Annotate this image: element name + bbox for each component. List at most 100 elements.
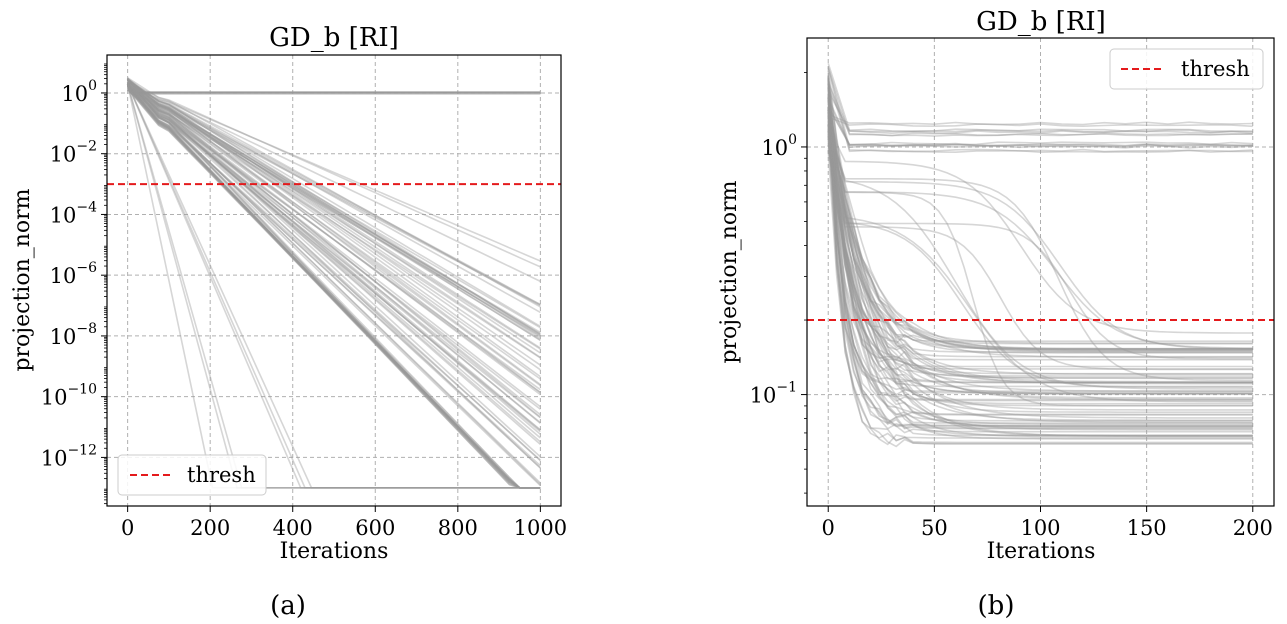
run-line	[127, 86, 541, 359]
run-line	[827, 120, 1253, 427]
run-line	[827, 76, 1253, 361]
y-tick-label: 10−2	[50, 139, 97, 167]
run-line	[126, 81, 541, 94]
run-line	[827, 83, 1253, 134]
series-group-a	[126, 77, 541, 489]
run-line	[827, 86, 1253, 413]
run-line	[827, 139, 1253, 431]
run-line	[127, 86, 541, 469]
run-line	[827, 75, 1253, 384]
run-line	[827, 106, 1253, 411]
run-line	[827, 69, 1253, 154]
run-line	[827, 151, 1253, 448]
y-tick-label: 100	[761, 132, 797, 160]
run-line	[827, 109, 1253, 334]
run-line	[126, 82, 541, 94]
run-line	[126, 83, 541, 489]
run-line	[127, 81, 541, 486]
run-line	[827, 104, 1253, 351]
run-line	[127, 84, 541, 350]
run-line	[827, 98, 1253, 425]
y-axis-label-b: projection_norm	[717, 180, 742, 363]
run-line	[827, 130, 1253, 417]
grid-b	[807, 38, 1274, 506]
run-line	[127, 86, 541, 394]
run-line	[827, 109, 1253, 389]
x-ticks-a: 0 200 400 600 800 1000	[121, 506, 567, 540]
run-line	[127, 85, 541, 307]
run-line	[127, 79, 541, 386]
run-line	[126, 84, 541, 489]
run-line	[127, 78, 541, 418]
run-line	[827, 96, 1253, 401]
run-line	[827, 76, 1253, 416]
run-line	[827, 99, 1253, 437]
run-line	[126, 87, 541, 489]
run-line	[827, 66, 1253, 149]
run-line	[126, 79, 541, 94]
run-line	[126, 83, 541, 489]
run-line	[827, 83, 1253, 445]
y-tick-label: 10−10	[41, 382, 97, 410]
run-line	[827, 134, 1253, 425]
run-line	[127, 89, 541, 419]
legend-label-a: thresh	[187, 463, 256, 487]
run-line	[126, 82, 541, 93]
run-line	[127, 83, 541, 306]
run-line	[827, 98, 1253, 440]
run-line	[827, 107, 1253, 388]
run-line	[126, 86, 541, 489]
x-axis-label-b: Iterations	[987, 539, 1096, 564]
run-line	[827, 149, 1253, 395]
legend-a: thresh	[117, 454, 267, 496]
run-line	[827, 116, 1253, 405]
run-line	[827, 77, 1253, 384]
run-line	[127, 82, 541, 446]
run-line	[127, 77, 541, 378]
y-tick-label: 10−8	[50, 321, 97, 349]
run-line	[827, 84, 1253, 430]
run-line	[127, 80, 541, 306]
run-line	[126, 85, 541, 489]
run-line	[827, 97, 1253, 358]
x-ticks-b: 0 50 100 150 200	[822, 506, 1273, 540]
run-line	[827, 118, 1253, 380]
run-line	[126, 81, 541, 94]
x-tick-label: 800	[438, 516, 478, 540]
x-tick-label: 0	[121, 516, 134, 540]
run-line	[827, 148, 1253, 385]
y-tick-label: 10−4	[50, 199, 97, 227]
x-tick-label: 150	[1127, 516, 1167, 540]
plot-frame-a	[106, 54, 562, 507]
run-line	[827, 144, 1253, 392]
run-line	[827, 129, 1253, 383]
run-line	[827, 109, 1253, 382]
run-line	[827, 76, 1253, 436]
run-line	[127, 81, 541, 416]
run-line	[827, 109, 1253, 437]
run-line	[127, 83, 541, 443]
run-line	[827, 97, 1253, 446]
run-line	[827, 116, 1253, 128]
run-line	[127, 80, 541, 314]
run-line	[827, 133, 1253, 428]
run-line	[127, 80, 541, 349]
run-line	[127, 83, 541, 336]
run-line	[827, 91, 1253, 345]
run-line	[126, 78, 541, 95]
run-line	[127, 79, 541, 435]
run-line	[127, 78, 541, 336]
y-tick-label: 10−6	[50, 260, 97, 288]
run-line	[827, 124, 1253, 353]
run-line	[827, 87, 1253, 137]
run-line	[126, 78, 541, 489]
run-line	[126, 85, 541, 489]
run-line	[127, 78, 541, 458]
run-line	[126, 88, 541, 489]
run-line	[827, 93, 1253, 350]
run-line	[827, 109, 1253, 403]
run-line	[126, 78, 541, 489]
run-line	[126, 78, 541, 95]
run-line	[827, 113, 1253, 126]
run-line	[827, 97, 1253, 148]
